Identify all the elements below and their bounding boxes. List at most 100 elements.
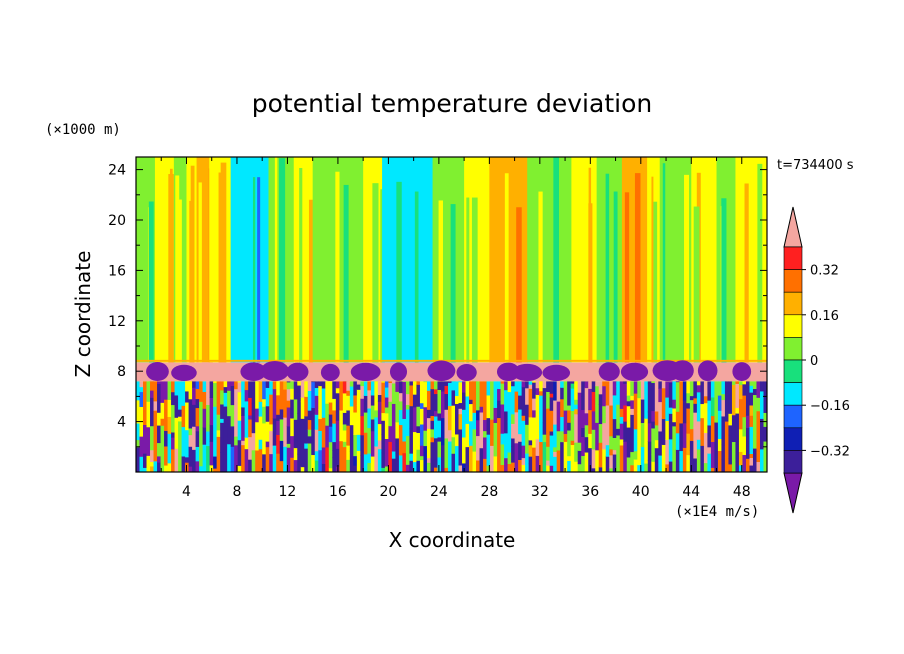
turbulent-cell <box>479 447 484 472</box>
turbulent-cell <box>644 422 649 431</box>
turbulent-cell <box>437 412 442 421</box>
turbulent-cell <box>532 447 537 472</box>
turbulent-cell <box>248 418 253 438</box>
turbulent-cell <box>171 431 176 438</box>
turbulent-cell <box>297 381 302 386</box>
turbulent-cell <box>483 430 488 438</box>
turbulent-cell <box>479 406 484 413</box>
turbulent-cell <box>311 454 316 472</box>
turbulent-cell <box>759 381 765 392</box>
turbulent-cell <box>360 398 365 417</box>
turbulent-cell <box>426 462 432 472</box>
turbulent-cell <box>658 423 663 432</box>
turbulent-cell <box>584 451 589 472</box>
turbulent-cell <box>500 383 505 405</box>
turbulent-cell <box>728 463 733 472</box>
turbulent-cell <box>486 394 491 419</box>
turbulent-cell <box>483 395 488 421</box>
upper-streak <box>148 201 154 407</box>
turbulent-cell <box>244 437 249 450</box>
turbulent-cell <box>616 381 621 387</box>
turbulent-cell <box>447 405 453 431</box>
turbulent-cell <box>360 455 365 472</box>
turbulent-cell <box>458 381 463 383</box>
upper-streak <box>721 198 727 404</box>
turbulent-cell <box>500 381 505 384</box>
turbulent-cell <box>353 434 358 457</box>
turbulent-cell <box>346 445 351 460</box>
turbulent-cell <box>703 462 709 472</box>
turbulent-cell <box>507 451 512 465</box>
turbulent-cell <box>588 433 593 449</box>
turbulent-cell <box>507 463 512 472</box>
turbulent-cell <box>497 381 502 390</box>
turbulent-cell <box>157 412 162 426</box>
upper-band <box>735 157 767 363</box>
turbulent-cell <box>251 403 256 434</box>
turbulent-cell <box>367 389 372 409</box>
turbulent-cell <box>248 459 253 472</box>
turbulent-cell <box>402 381 407 382</box>
turbulent-cell <box>703 381 709 397</box>
turbulent-cell <box>532 381 537 383</box>
turbulent-cell <box>619 423 624 440</box>
turbulent-cell <box>707 400 712 426</box>
turbulent-cell <box>745 381 751 388</box>
turbulent-cell <box>521 445 526 459</box>
turbulent-cell <box>535 381 540 389</box>
turbulent-cell <box>633 428 638 452</box>
turbulent-cell <box>139 381 144 388</box>
turbulent-cell <box>528 463 533 472</box>
turbulent-cell <box>195 381 200 390</box>
turbulent-cell <box>742 416 747 437</box>
turbulent-cell <box>444 437 449 468</box>
turbulent-cell <box>745 427 751 459</box>
turbulent-cell <box>381 381 386 383</box>
turbulent-cell <box>626 395 631 402</box>
turbulent-cell <box>584 424 589 438</box>
turbulent-cell <box>637 397 642 414</box>
turbulent-cell <box>497 400 502 405</box>
turbulent-cell <box>493 381 498 408</box>
turbulent-cell <box>549 410 554 432</box>
turbulent-cell <box>672 399 677 409</box>
turbulent-cell <box>381 382 386 414</box>
turbulent-cell <box>367 427 372 454</box>
turbulent-cell <box>185 381 190 386</box>
turbulent-cell <box>202 408 207 428</box>
turbulent-cell <box>458 381 463 404</box>
upper-streak <box>653 201 658 408</box>
turbulent-cell <box>363 381 368 396</box>
turbulent-cell <box>689 395 694 401</box>
turbulent-cell <box>223 405 228 427</box>
turbulent-cell <box>220 403 225 419</box>
turbulent-cell <box>437 381 442 390</box>
turbulent-cell <box>560 416 565 432</box>
turbulent-cell <box>556 381 561 402</box>
turbulent-cell <box>521 420 526 446</box>
turbulent-cell <box>490 395 495 420</box>
turbulent-cell <box>742 454 747 472</box>
turbulent-cell <box>759 418 765 450</box>
turbulent-cell <box>665 463 670 472</box>
turbulent-cell <box>735 412 740 445</box>
turbulent-cell <box>143 424 148 454</box>
turbulent-cell <box>423 381 428 383</box>
turbulent-cell <box>493 455 498 472</box>
turbulent-cell <box>160 446 165 472</box>
x-tick-label: 28 <box>480 484 498 500</box>
turbulent-cell <box>276 394 281 408</box>
turbulent-cell <box>370 418 375 432</box>
turbulent-cell <box>511 423 516 439</box>
turbulent-cell <box>703 414 709 434</box>
turbulent-cell <box>714 381 719 393</box>
turbulent-cell <box>223 453 228 472</box>
turbulent-cell <box>574 442 579 462</box>
turbulent-cell <box>409 381 414 386</box>
y-axis-label: Z coordinate <box>71 251 95 378</box>
turbulent-cell <box>307 447 312 472</box>
purple-blob <box>598 362 620 382</box>
turbulent-cell <box>195 430 200 447</box>
turbulent-cell <box>223 381 228 388</box>
turbulent-cell <box>297 424 302 455</box>
